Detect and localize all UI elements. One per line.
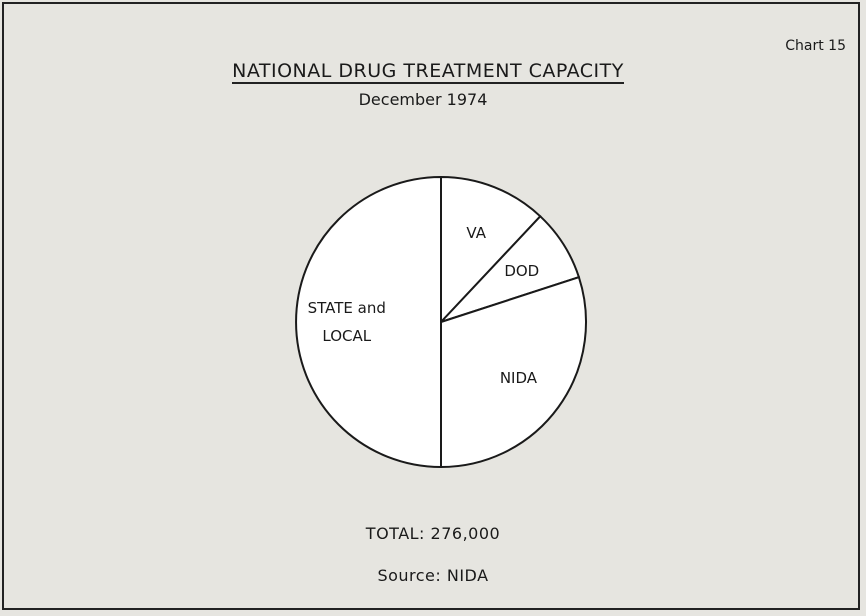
- slice-label: DOD: [504, 261, 540, 280]
- source: Source: NIDA: [377, 566, 489, 585]
- slice-label: STATE and LOCAL: [307, 299, 386, 345]
- pie-slice: [440, 175, 542, 325]
- chart-subtitle: December 1974: [358, 90, 488, 109]
- slice-label: NIDA: [499, 369, 538, 388]
- chart-number: Chart 15: [785, 38, 846, 54]
- page-frame: [2, 2, 860, 610]
- slice-label: VA: [466, 224, 486, 243]
- pie-slice: [295, 175, 442, 469]
- pie-slice: [440, 275, 587, 469]
- chart-title: NATIONAL DRUG TREATMENT CAPACITY: [0, 60, 866, 84]
- chart-title-text: NATIONAL DRUG TREATMENT CAPACITY: [232, 60, 624, 84]
- total: TOTAL: 276,000: [365, 524, 501, 543]
